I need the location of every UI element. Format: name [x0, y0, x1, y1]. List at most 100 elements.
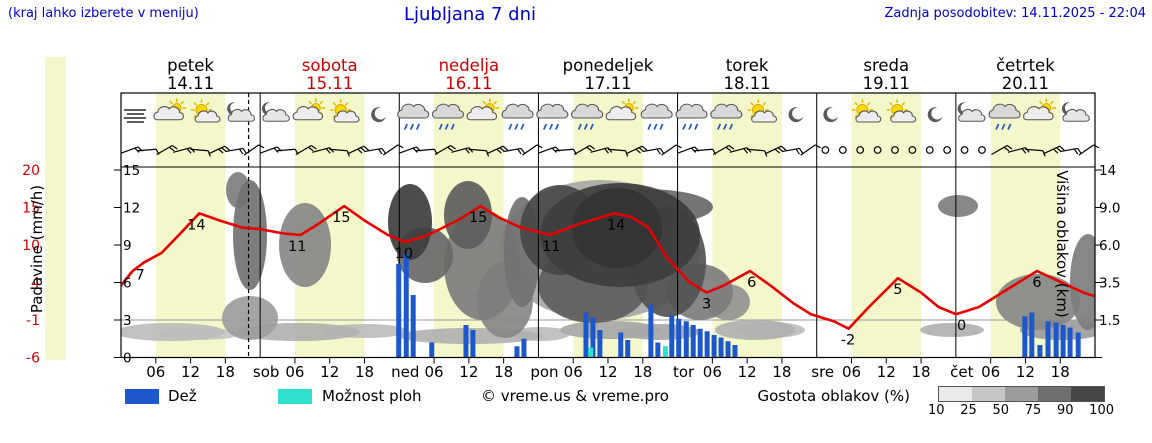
temp-value-label: 5 [893, 282, 902, 298]
weather-icon-moon-cloud [957, 102, 986, 122]
rain-bar [690, 325, 696, 358]
weather-icon-fog [123, 109, 146, 123]
hour-label: 12 [459, 363, 478, 381]
weather-icon-moon [927, 107, 943, 123]
density-scale-cell [1005, 387, 1038, 401]
temp-value-label: 11 [288, 239, 306, 255]
rain-bar [697, 328, 703, 358]
cloud-blob [233, 180, 267, 290]
rain-bar [725, 341, 731, 358]
wind-barbs [121, 144, 1100, 157]
rain-bar [1067, 327, 1073, 358]
weather-icon-sun-cloud [191, 99, 221, 123]
temperature-curve [121, 204, 1095, 330]
day-separators [259, 93, 957, 358]
rain-bar [1022, 316, 1028, 358]
rain-bar [1045, 321, 1051, 358]
weather-icon-rain [571, 103, 604, 130]
hour-label: 06 [146, 363, 165, 381]
temp-axis-tick: -1 [26, 313, 40, 329]
day-abbrev-label: pon [530, 363, 558, 381]
hour-label: 12 [738, 363, 757, 381]
left-day-band [45, 57, 66, 360]
cloud-axis-tick: 9.0 [1099, 201, 1120, 217]
rain-legend-label: Dež [168, 387, 197, 405]
hour-label: 12 [1016, 363, 1035, 381]
shower-bar [662, 346, 668, 358]
weather-icon-moon [371, 107, 386, 123]
rain-bar [597, 330, 603, 358]
density-tick-label: 100 [1089, 403, 1114, 418]
weather-icon-rain [501, 103, 534, 130]
rain-bar [648, 305, 654, 358]
weather-icon-cloud-sun [466, 98, 500, 121]
hour-label: 18 [494, 363, 513, 381]
wind-barb-icon [781, 147, 804, 155]
wind-barb-icon [503, 147, 526, 155]
hour-label: 06 [425, 363, 444, 381]
menu-hint: (kraj lahko izberete v meniju) [8, 6, 199, 21]
hour-label: 18 [216, 363, 235, 381]
temp-value-label: 11 [542, 239, 560, 255]
rain-bar [403, 253, 409, 358]
rain-bar [429, 342, 435, 358]
day-name: sreda [863, 56, 909, 75]
tick-marks [114, 169, 1102, 364]
wind-barb-icon [434, 144, 456, 156]
temp-value-label: 14 [187, 217, 205, 233]
wind-barb-icon [642, 147, 665, 155]
cloud-axis-tick: 14 [1099, 163, 1116, 179]
weather-icon-rain [397, 103, 430, 130]
rain-bar [1053, 322, 1059, 358]
temp-value-label: 15 [332, 210, 350, 226]
hour-label: 12 [320, 363, 339, 381]
temperature-curve-group [121, 204, 1095, 330]
wind-calm-icon [873, 146, 882, 154]
cloud-blobs [121, 172, 1095, 344]
wind-barb-icon [991, 144, 1013, 156]
temp-axis-tick: -6 [26, 351, 40, 367]
rain-bar [669, 315, 675, 358]
weather-icon-rain [988, 103, 1021, 130]
cloud-blob [222, 296, 278, 340]
cloud-axis-title: Višina oblakov (km) [1053, 170, 1072, 318]
weather-icon-moon [788, 107, 804, 123]
day-name: sobota [302, 56, 358, 75]
rain-bar [718, 337, 724, 358]
temp-axis-tick: 10 [22, 238, 40, 254]
cloud-axis-ticks: 14 9.0 6.0 3.5 1.5 [1099, 163, 1120, 329]
density-scale-cell [939, 387, 972, 401]
wind-calm-icon [908, 146, 917, 154]
day-date: 18.11 [724, 74, 771, 93]
rain-bar [711, 335, 717, 358]
wind-barb-icon [382, 144, 404, 156]
wind-barb-icon [1078, 144, 1100, 156]
weather-icon-moon [823, 107, 839, 123]
temp-value-label: 15 [469, 210, 487, 226]
density-tick-label: 50 [992, 403, 1010, 418]
showers-legend-swatch [278, 389, 312, 404]
hour-label: 18 [912, 363, 931, 381]
precip-axis-title: Padavine (mm/h) [27, 184, 46, 314]
density-tick-label: 25 [960, 403, 977, 418]
weather-icon-moon-cloud [261, 102, 290, 122]
weather-icon-cloud-sun [153, 98, 187, 121]
wind-calm-icon [891, 146, 899, 154]
wind-barb-icon [1059, 147, 1082, 155]
weather-icon-rain [710, 103, 743, 130]
day-name: ponedeljek [563, 56, 654, 75]
precip-axis-tick: 12 [123, 201, 140, 217]
rain-bar [1060, 325, 1066, 358]
rain-bar [470, 330, 476, 358]
copyright-link[interactable]: © vreme.us & vreme.pro [481, 387, 669, 405]
rain-bars [396, 253, 1081, 358]
wind-barb-icon [156, 144, 178, 156]
rain-bar [618, 332, 624, 358]
wind-calm-icon [925, 146, 934, 154]
weather-icon-sun-cloud [851, 99, 882, 123]
day-date: 14.11 [167, 74, 214, 93]
density-tick-label: 75 [1024, 403, 1042, 418]
day-abbrev-label: čet [950, 363, 973, 381]
precip-axis-tick: 0 [123, 351, 132, 367]
